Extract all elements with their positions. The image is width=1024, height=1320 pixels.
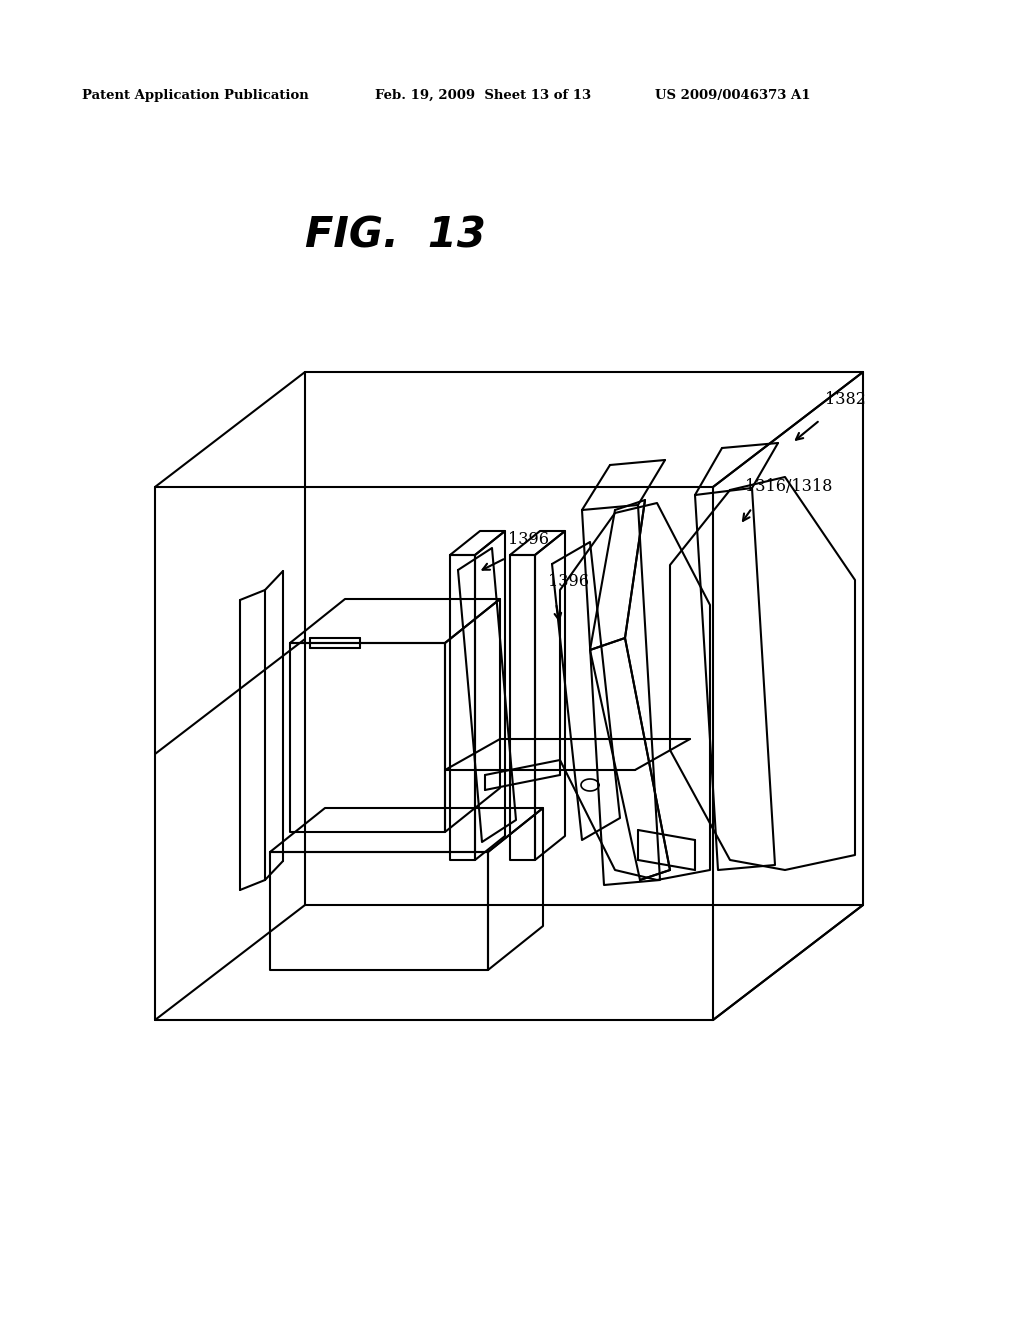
Text: 1396: 1396: [548, 573, 589, 590]
Text: 1396: 1396: [508, 531, 549, 548]
Text: 1316/1318: 1316/1318: [745, 478, 833, 495]
Text: Feb. 19, 2009  Sheet 13 of 13: Feb. 19, 2009 Sheet 13 of 13: [375, 88, 591, 102]
Text: US 2009/0046373 A1: US 2009/0046373 A1: [655, 88, 811, 102]
Text: 1382: 1382: [825, 391, 866, 408]
Text: Patent Application Publication: Patent Application Publication: [82, 88, 309, 102]
Text: FIG.  13: FIG. 13: [305, 214, 485, 256]
